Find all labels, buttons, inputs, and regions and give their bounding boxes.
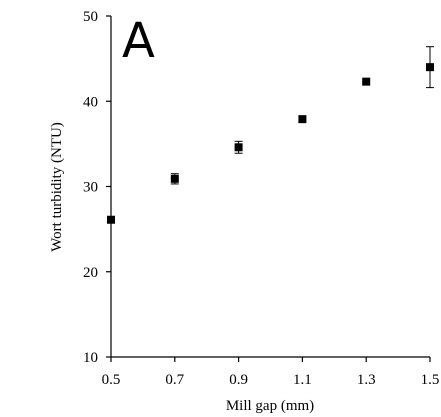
data-point xyxy=(298,115,307,124)
y-tick-label: 30 xyxy=(83,180,98,196)
data-point xyxy=(426,63,434,72)
y-ticks: 10 20 30 40 50 xyxy=(83,9,111,366)
y-tick-label: 40 xyxy=(83,94,98,110)
x-tick-label: 0.9 xyxy=(229,372,248,388)
data-point xyxy=(170,174,179,183)
x-ticks: 0.5 0.7 0.9 1.1 1.3 1.5 xyxy=(102,357,440,388)
x-tick-label: 0.7 xyxy=(165,372,184,388)
x-tick-label: 1.3 xyxy=(357,372,376,388)
x-tick-label: 1.1 xyxy=(293,372,312,388)
y-axis: 10 20 30 40 50 xyxy=(83,9,112,366)
x-tick-label: 0.5 xyxy=(102,372,121,388)
y-tick-label: 50 xyxy=(83,9,98,25)
x-axis-title: Mill gap (mm) xyxy=(226,398,314,414)
y-axis-title: Wort turbidity (NTU) xyxy=(49,122,65,252)
y-tick-label: 20 xyxy=(83,265,98,281)
data-point xyxy=(362,77,371,86)
y-tick-label: 10 xyxy=(83,350,98,366)
data-point xyxy=(234,143,243,152)
plot-area xyxy=(107,46,434,224)
x-tick-label: 1.5 xyxy=(421,372,440,388)
data-point xyxy=(107,215,115,224)
panel-letter: A xyxy=(122,13,155,69)
x-axis: 0.5 0.7 0.9 1.1 1.3 1.5 xyxy=(102,356,440,388)
